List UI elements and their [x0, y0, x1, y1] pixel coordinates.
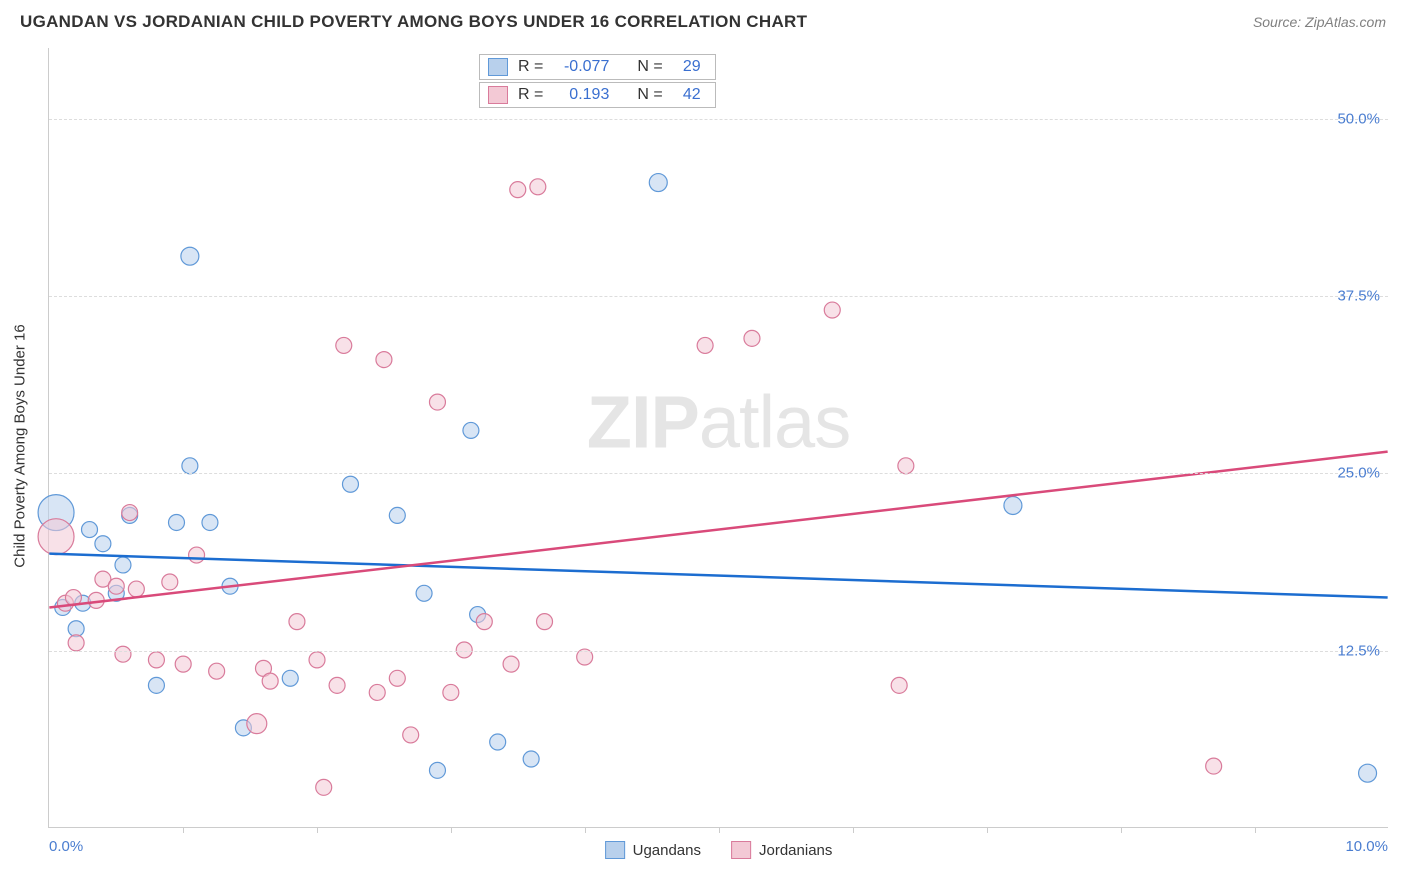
data-point — [523, 751, 539, 767]
legend-item-jordanians: Jordanians — [731, 841, 832, 859]
data-point — [289, 614, 305, 630]
stat-n-ugandans: 29 — [673, 58, 701, 76]
data-point — [891, 677, 907, 693]
swatch-blue-icon — [605, 841, 625, 859]
data-point — [898, 458, 914, 474]
swatch-pink-icon — [488, 86, 508, 104]
data-point — [416, 585, 432, 601]
data-point — [537, 614, 553, 630]
data-point — [530, 179, 546, 195]
data-point — [697, 337, 713, 353]
y-axis-label: Child Poverty Among Boys Under 16 — [12, 324, 29, 567]
data-point — [122, 505, 138, 521]
data-point — [1206, 758, 1222, 774]
data-point — [182, 458, 198, 474]
xtick-label-end: 10.0% — [1345, 838, 1388, 855]
ytick-label: 25.0% — [1337, 465, 1380, 482]
stats-box: R = -0.077 N = 29 R = 0.193 N = 42 — [479, 54, 716, 108]
ytick-label: 50.0% — [1337, 110, 1380, 127]
data-point — [476, 614, 492, 630]
plot-svg — [49, 48, 1388, 827]
legend-item-ugandans: Ugandans — [605, 841, 701, 859]
data-point — [389, 507, 405, 523]
data-point — [490, 734, 506, 750]
data-point — [309, 652, 325, 668]
data-point — [82, 522, 98, 538]
data-point — [202, 514, 218, 530]
data-point — [282, 670, 298, 686]
data-point — [329, 677, 345, 693]
xtick-label-start: 0.0% — [49, 838, 83, 855]
data-point — [510, 182, 526, 198]
data-point — [148, 677, 164, 693]
data-point — [128, 581, 144, 597]
data-point — [336, 337, 352, 353]
data-point — [824, 302, 840, 318]
data-point — [503, 656, 519, 672]
data-point — [108, 578, 124, 594]
data-point — [342, 476, 358, 492]
data-point — [148, 652, 164, 668]
data-point — [181, 247, 199, 265]
data-point — [443, 684, 459, 700]
data-point — [262, 673, 278, 689]
data-point — [1004, 496, 1022, 514]
data-point — [115, 557, 131, 573]
data-point — [376, 352, 392, 368]
data-point — [744, 330, 760, 346]
data-point — [403, 727, 419, 743]
data-point — [316, 779, 332, 795]
trendline — [49, 452, 1387, 608]
data-point — [389, 670, 405, 686]
data-point — [649, 174, 667, 192]
ytick-label: 37.5% — [1337, 288, 1380, 305]
data-point — [369, 684, 385, 700]
swatch-pink-icon — [731, 841, 751, 859]
stat-n-jordanians: 42 — [673, 86, 701, 104]
data-point — [169, 514, 185, 530]
data-point — [209, 663, 225, 679]
swatch-blue-icon — [488, 58, 508, 76]
stat-row-jordanians: R = 0.193 N = 42 — [479, 82, 716, 108]
data-point — [115, 646, 131, 662]
chart-area: ZIPatlas R = -0.077 N = 29 R = 0.193 N =… — [48, 48, 1388, 828]
chart-source: Source: ZipAtlas.com — [1253, 14, 1386, 30]
data-point — [162, 574, 178, 590]
data-point — [95, 536, 111, 552]
data-point — [247, 714, 267, 734]
legend: Ugandans Jordanians — [605, 841, 833, 859]
data-point — [429, 394, 445, 410]
data-point — [463, 422, 479, 438]
stat-row-ugandans: R = -0.077 N = 29 — [479, 54, 716, 80]
stat-r-ugandans: -0.077 — [553, 58, 609, 76]
data-point — [429, 762, 445, 778]
trendline — [49, 554, 1387, 598]
data-point — [1359, 764, 1377, 782]
data-point — [189, 547, 205, 563]
ytick-label: 12.5% — [1337, 642, 1380, 659]
chart-title: UGANDAN VS JORDANIAN CHILD POVERTY AMONG… — [20, 12, 807, 32]
data-point — [38, 519, 74, 555]
data-point — [68, 635, 84, 651]
data-point — [175, 656, 191, 672]
stat-r-jordanians: 0.193 — [553, 86, 609, 104]
